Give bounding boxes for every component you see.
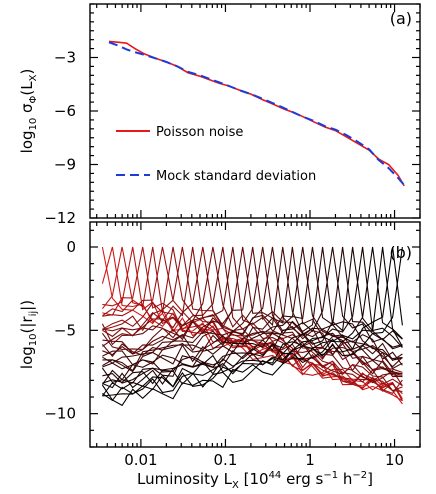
correlation-curve [102, 246, 403, 384]
panel-a-frame [89, 3, 421, 219]
correlation-curve [102, 246, 403, 387]
correlation-curve [101, 246, 403, 387]
correlation-curve [102, 246, 403, 378]
panel-b-label: (b) [389, 243, 412, 262]
panel-b-frame [89, 221, 421, 448]
panel-a: −3 −6 −9 −12 (a) log10 σΦ(LX) Poisson noise Moc… [18, 3, 421, 227]
panel-a-ytick-label: −9 [54, 156, 76, 174]
panel-b-ytick-label: −10 [44, 405, 76, 423]
correlation-curve [101, 246, 403, 375]
correlation-curve [102, 246, 403, 372]
correlation-curve [102, 246, 403, 402]
correlation-curve [102, 246, 403, 373]
correlation-curve [101, 246, 403, 378]
legend-label: Mock standard deviation [156, 169, 316, 184]
correlation-curve [102, 246, 403, 370]
panel-b-ytick-label: −5 [54, 321, 76, 339]
panel-b: 0 −5 −10 0.01 0.1 1 10 (b) log10(|rij|) Luminosit… [18, 221, 421, 491]
panel-a-label: (a) [390, 9, 412, 28]
panel-a-ytick-label: −6 [54, 102, 76, 120]
panel-a-ylabel: log10 σΦ(LX) [18, 69, 39, 154]
correlation-curve [101, 246, 403, 397]
correlation-curves [101, 246, 403, 407]
correlation-curve [102, 246, 403, 392]
series-mock-std [108, 41, 405, 186]
correlation-curve [101, 246, 403, 407]
correlation-curve [102, 246, 403, 389]
x-tick-label: 1 [305, 451, 315, 469]
x-tick-label: 0.1 [214, 451, 238, 469]
legend-label: Poisson noise [156, 125, 243, 140]
panel-a-ytick-label: −3 [54, 49, 76, 67]
correlation-curve [101, 246, 403, 383]
panel-b-ylabel: log10(|rij|) [18, 300, 39, 369]
series-poisson-noise [108, 40, 405, 187]
correlation-curve [102, 246, 403, 381]
x-tick-label: 10 [385, 451, 404, 469]
x-axis-label: Luminosity LX [1044 erg s−1 h−2] [137, 470, 373, 491]
correlation-curve [102, 246, 403, 385]
x-tick-label: 0.01 [124, 451, 157, 469]
panel-b-ytick-label: 0 [66, 238, 76, 256]
panel-a-ytick-label: −12 [44, 209, 76, 227]
